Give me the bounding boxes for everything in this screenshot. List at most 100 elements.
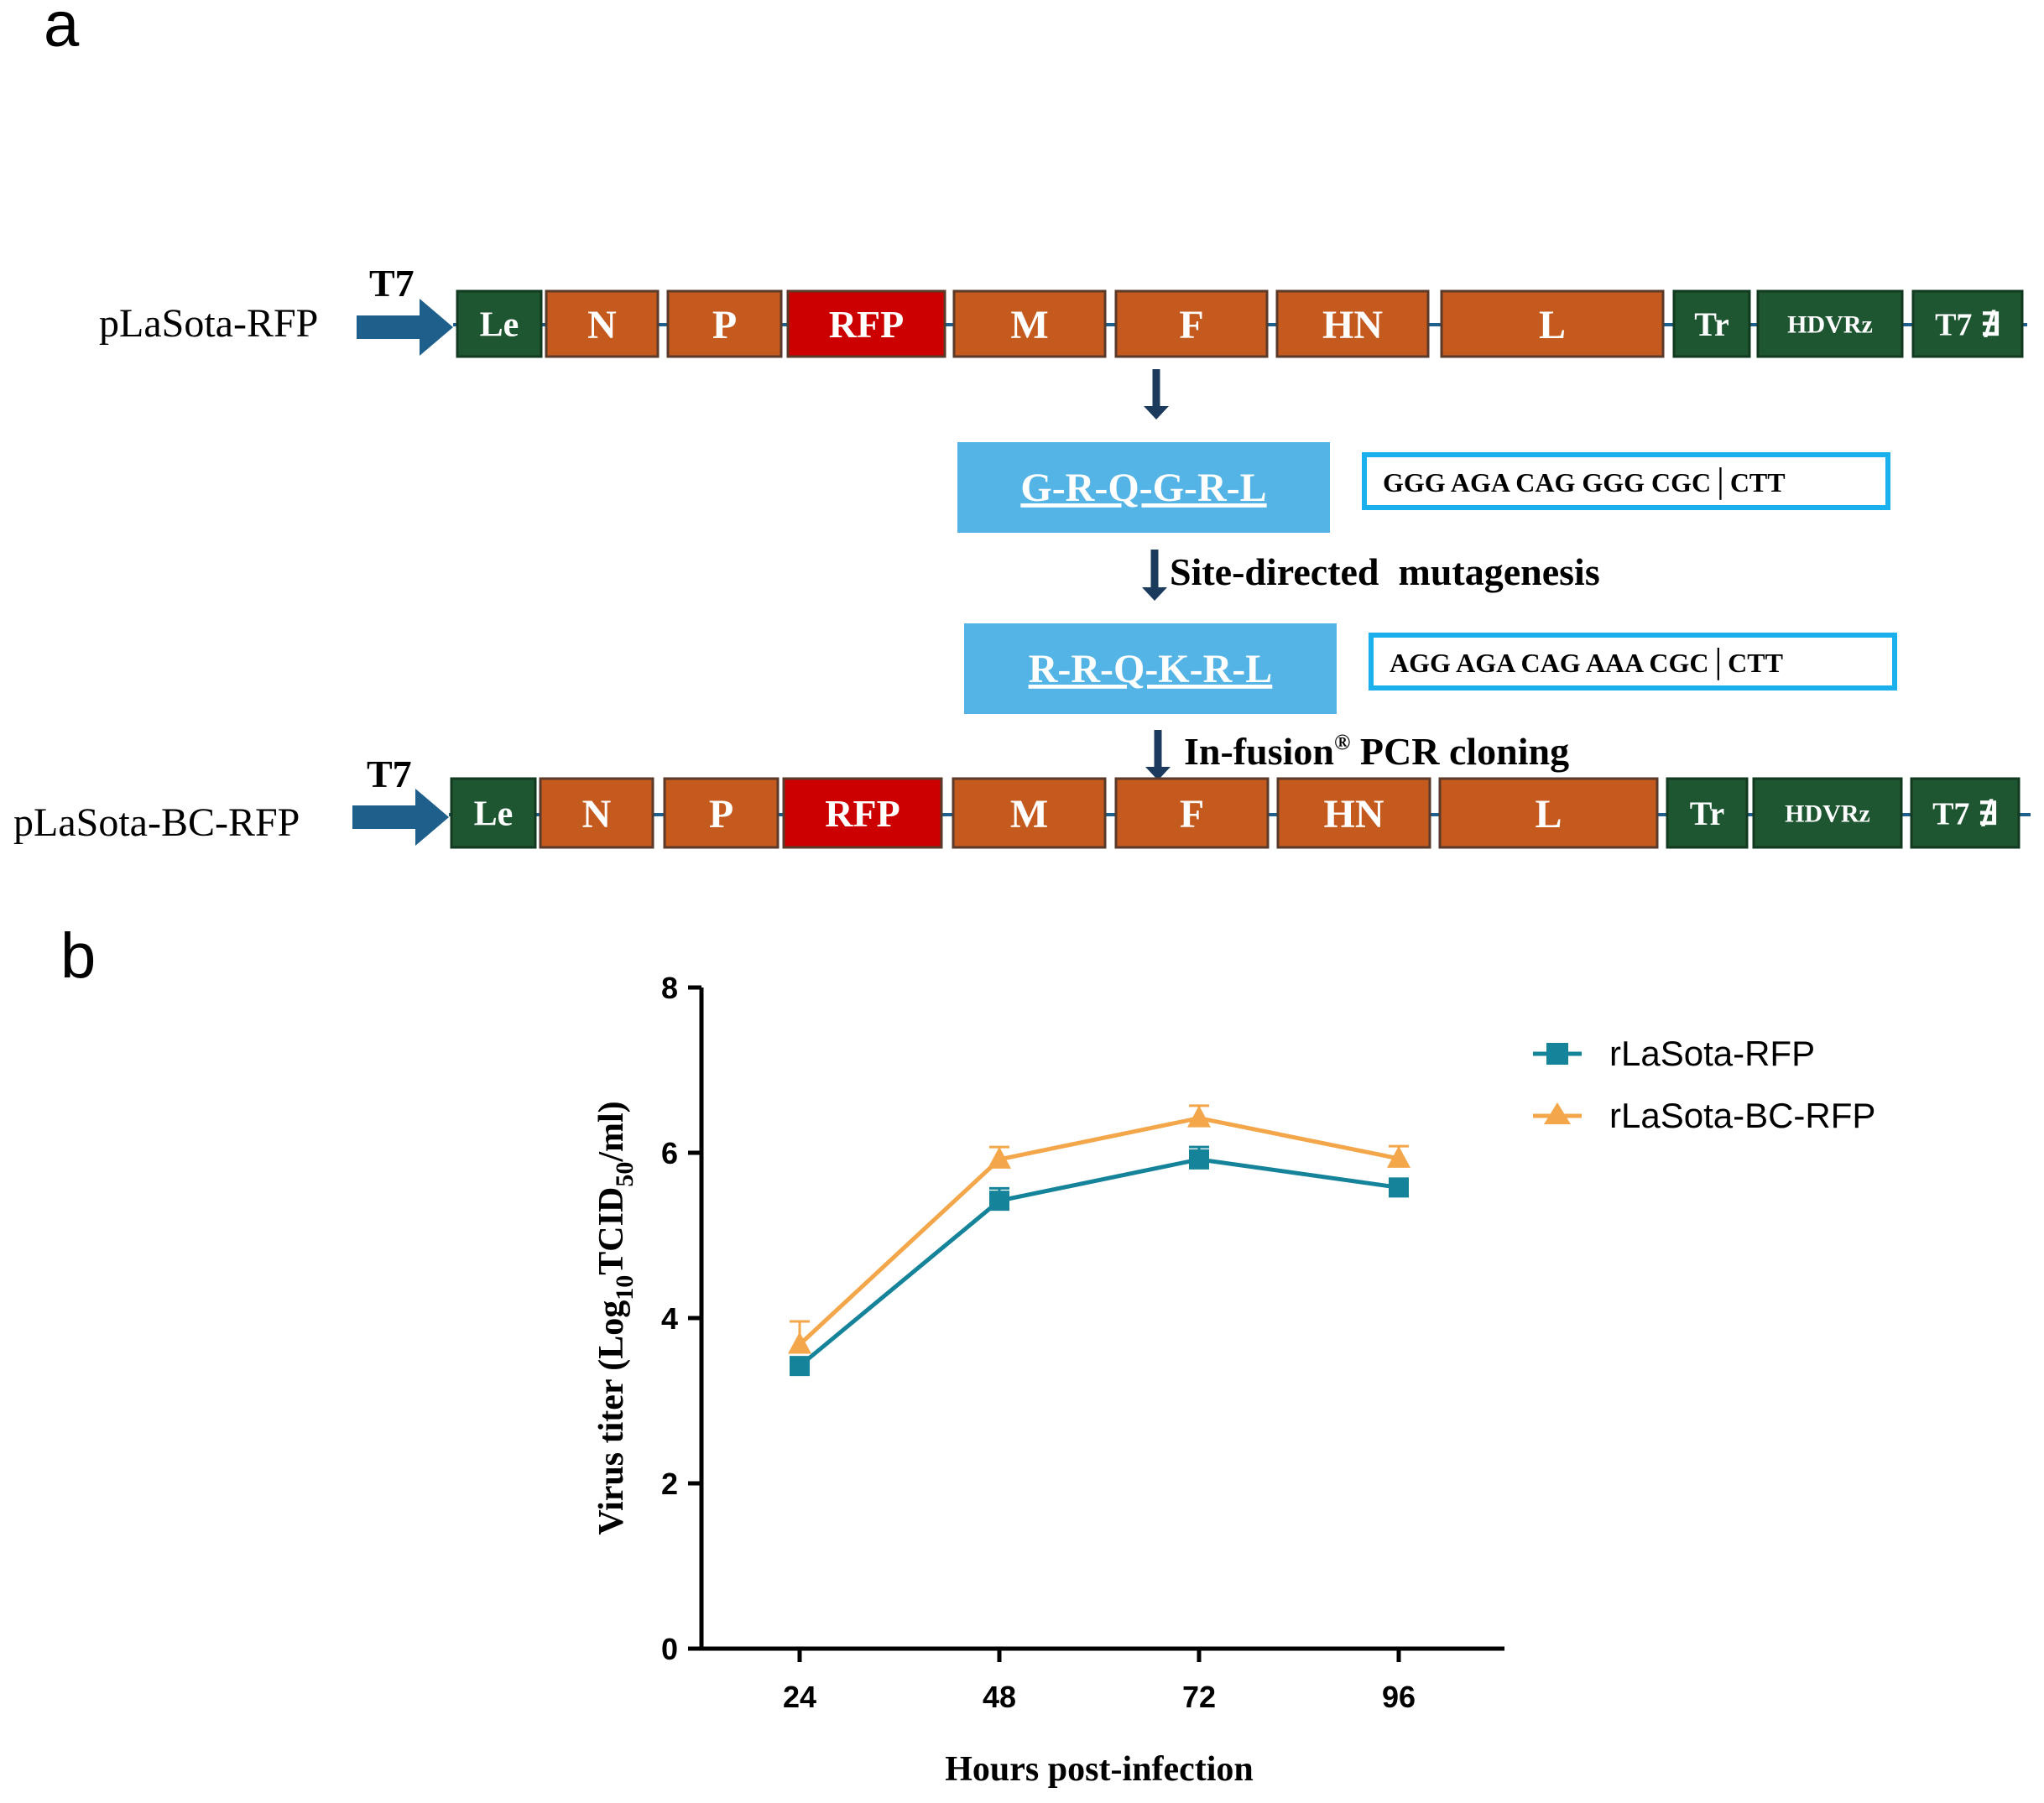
gene-box-tr xyxy=(1666,777,1749,849)
mutated-motif-nt: AGG AGA CAG AAA CGC│CTT xyxy=(1390,647,1783,680)
construct-2-genes: Le N P RFP M F HN L Tr HDVRz T7 ∄ xyxy=(450,777,2021,849)
x-tick-label: 96 xyxy=(1382,1680,1416,1714)
x-ticks: 24 48 72 96 xyxy=(783,1649,1416,1714)
data-point-triangle xyxy=(988,1146,1011,1169)
gene-box-n xyxy=(545,289,660,358)
t7-promoter-arrow-icon xyxy=(357,299,453,356)
gene-label-f: F xyxy=(1179,303,1203,347)
data-point-square xyxy=(1389,1177,1409,1198)
step-infusion: In-fusion® PCR cloning xyxy=(1184,730,1569,773)
gene-box-p xyxy=(666,289,783,358)
gene-label-p: P xyxy=(712,303,737,347)
data-point-triangle xyxy=(1387,1145,1410,1168)
gene-box-le xyxy=(450,777,537,849)
gene-box-m xyxy=(952,777,1107,849)
y-tick-label: 6 xyxy=(661,1136,678,1170)
legend-item-rlasota-bc-rfp: rLaSota-BC-RFP xyxy=(1533,1096,1875,1135)
series-rlasota-bc-rfp xyxy=(788,1104,1410,1354)
gene-label-n: N xyxy=(582,792,612,836)
mutated-motif-seq-box xyxy=(1369,633,1897,690)
original-motif-box xyxy=(957,442,1330,533)
gene-box-p xyxy=(663,777,780,849)
y-tick-label: 0 xyxy=(661,1632,678,1666)
legend-triangle-marker-icon xyxy=(1544,1102,1571,1124)
gene-box-l xyxy=(1438,777,1659,849)
legend: rLaSota-RFP rLaSota-BC-RFP xyxy=(1533,1034,1875,1135)
gene-box-le xyxy=(456,289,543,358)
gene-box-f xyxy=(1114,777,1270,849)
construct-2-promoter-label: T7 xyxy=(367,753,412,795)
gene-box-rfp xyxy=(786,289,946,358)
x-axis-title: Hours post-infection xyxy=(945,1750,1254,1789)
gene-box-hn xyxy=(1275,289,1430,358)
gene-box-f xyxy=(1114,289,1269,358)
gene-label-l: L xyxy=(1539,303,1566,347)
x-tick-label: 24 xyxy=(783,1680,816,1714)
gene-label-le: Le xyxy=(480,306,519,345)
series-layer xyxy=(788,1104,1410,1377)
construct-1-name: pLaSota-RFP xyxy=(99,301,318,346)
gene-box-hn xyxy=(1276,777,1431,849)
construct-2: pLaSota-BC-RFP T7 Le N P RFP M F HN L Tr HDVRz T7 … xyxy=(13,753,2031,849)
step-mutagenesis: Site-directed mutagenesis xyxy=(1170,550,1600,593)
gene-box-hdvrz xyxy=(1756,289,1904,358)
gene-box-tr xyxy=(1672,289,1751,358)
construct-1-genes: Le N P RFP M F HN L Tr HDVRz T7 ∄ xyxy=(456,289,2024,358)
flow-arrowhead-2-icon xyxy=(1142,587,1167,601)
gene-label-p: P xyxy=(709,792,733,836)
data-point-square xyxy=(1189,1149,1209,1170)
gene-box-l xyxy=(1440,289,1665,358)
gene-label-hn: HN xyxy=(1324,792,1384,836)
original-motif-aa: G-R-Q-G-R-L xyxy=(1020,466,1266,510)
gene-label-f: F xyxy=(1180,792,1204,836)
gene-box-n xyxy=(539,777,654,849)
flow-arrowhead-3-icon xyxy=(1145,767,1171,780)
gene-box-m xyxy=(952,289,1107,358)
construct-1-promoter-label: T7 xyxy=(369,262,415,305)
series-rlasota-rfp xyxy=(790,1145,1409,1377)
y-axis-title: Virus titer (Log10TCID50/ml) xyxy=(592,1101,639,1535)
y-tick-label: 2 xyxy=(661,1467,678,1501)
construct-2-name: pLaSota-BC-RFP xyxy=(13,800,300,845)
panel-a-label: a xyxy=(44,0,80,60)
gene-box-t7 xyxy=(1910,777,2021,849)
mutated-motif-aa: R-R-Q-K-R-L xyxy=(1029,647,1273,691)
t7-promoter-arrow-icon xyxy=(352,789,449,846)
x-tick-label: 48 xyxy=(983,1680,1016,1714)
gene-label-le: Le xyxy=(474,795,514,834)
gene-label-t7: T7 ∄ xyxy=(1932,796,1998,831)
gene-label-n: N xyxy=(587,303,617,347)
gene-label-m: M xyxy=(1010,792,1048,836)
gene-label-hn: HN xyxy=(1322,303,1383,347)
original-motif-seq-box xyxy=(1362,452,1890,510)
series-line-rlasota-rfp xyxy=(798,1157,1400,1368)
gene-box-t7 xyxy=(1911,289,2024,358)
gene-box-rfp xyxy=(782,777,943,849)
gene-label-m: M xyxy=(1010,303,1048,347)
data-point-square xyxy=(790,1356,810,1377)
y-tick-label: 4 xyxy=(661,1301,678,1336)
gene-label-rfp: RFP xyxy=(829,303,904,346)
series-line-rlasota-bc-rfp xyxy=(798,1116,1400,1347)
data-point-triangle xyxy=(788,1331,811,1354)
legend-label-2: rLaSota-BC-RFP xyxy=(1609,1096,1875,1135)
gene-label-hdvrz: HDVRz xyxy=(1785,800,1870,828)
panel-b-label: b xyxy=(60,920,96,992)
gene-label-l: L xyxy=(1535,792,1562,836)
legend-label-1: rLaSota-RFP xyxy=(1609,1034,1815,1073)
gene-label-hdvrz: HDVRz xyxy=(1787,311,1873,339)
data-point-square xyxy=(989,1191,1009,1212)
original-motif-nt: GGG AGA CAG GGG CGC│CTT xyxy=(1383,466,1786,500)
legend-square-marker-icon xyxy=(1546,1043,1568,1065)
x-tick-label: 72 xyxy=(1182,1680,1216,1714)
y-ticks: 0 2 4 6 8 xyxy=(661,971,701,1666)
construct-1: pLaSota-RFP T7 Le N P RFP M F HN L Tr HDVRz T7 ∄ xyxy=(99,262,2027,358)
gene-box-hdvrz xyxy=(1752,777,1903,849)
data-point-triangle xyxy=(1187,1105,1211,1128)
mutated-motif-box xyxy=(964,623,1337,714)
gene-label-t7: T7 ∄ xyxy=(1935,307,2000,342)
y-tick-label: 8 xyxy=(661,971,678,1005)
gene-label-rfp: RFP xyxy=(825,792,899,835)
